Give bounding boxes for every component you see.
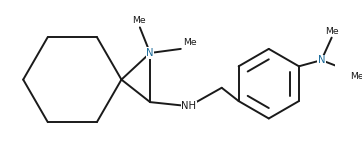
Text: Me: Me bbox=[132, 16, 146, 25]
Text: Me: Me bbox=[183, 38, 197, 47]
Text: N: N bbox=[318, 55, 325, 65]
Text: Me: Me bbox=[325, 27, 338, 36]
Text: N: N bbox=[146, 48, 154, 58]
Text: NH: NH bbox=[181, 101, 197, 111]
Text: Me: Me bbox=[350, 72, 362, 81]
